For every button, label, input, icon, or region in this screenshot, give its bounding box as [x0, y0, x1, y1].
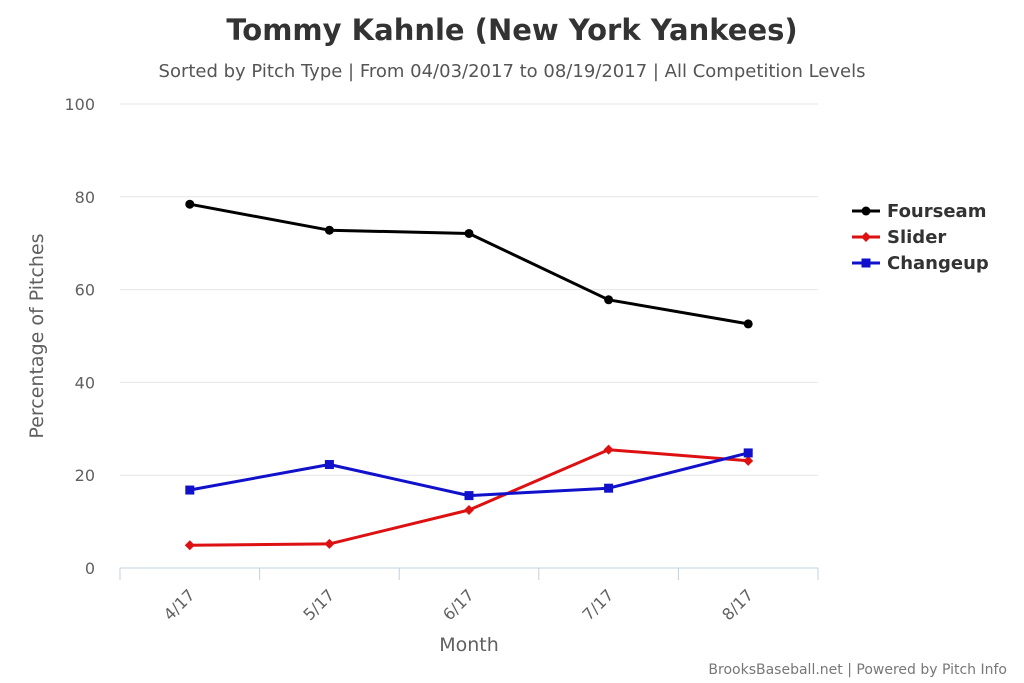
x-tick-label: 4/17 — [160, 585, 199, 624]
legend-marker[interactable] — [861, 258, 871, 268]
series-line — [189, 202, 749, 326]
data-point[interactable] — [464, 228, 474, 238]
series — [184, 199, 754, 551]
data-point[interactable] — [464, 505, 474, 515]
y-axis-title: Percentage of Pitches — [26, 233, 48, 438]
x-tick-label: 8/17 — [718, 585, 757, 624]
y-tick-label: 0 — [85, 559, 95, 578]
data-point[interactable] — [743, 319, 753, 329]
series-fourseam — [185, 199, 753, 329]
x-axis-title: Month — [439, 634, 499, 656]
series-slider — [184, 444, 754, 551]
legend-label: Changeup — [887, 253, 989, 274]
grid — [120, 103, 818, 476]
y-axis-ticks: 0 20 40 60 80 100 — [64, 95, 95, 578]
y-tick-label: 60 — [75, 281, 95, 300]
data-point[interactable] — [185, 199, 195, 209]
data-point[interactable] — [324, 225, 334, 235]
x-tick-label: 5/17 — [299, 585, 338, 624]
legend-marker[interactable] — [861, 206, 871, 216]
data-point[interactable] — [185, 485, 195, 495]
data-point[interactable] — [324, 538, 335, 549]
x-tick-label: 6/17 — [439, 585, 478, 624]
legend-item-fourseam[interactable]: Fourseam — [852, 201, 986, 222]
x-tick-label: 7/17 — [579, 585, 618, 624]
credits[interactable]: BrooksBaseball.net | Powered by Pitch In… — [708, 662, 1007, 678]
data-point[interactable] — [324, 460, 334, 470]
y-tick-label: 20 — [75, 466, 95, 485]
series-line — [189, 451, 749, 498]
chart-subtitle: Sorted by Pitch Type | From 04/03/2017 t… — [159, 61, 866, 82]
data-point[interactable] — [743, 448, 753, 458]
data-point[interactable] — [604, 483, 614, 493]
data-point[interactable] — [743, 455, 754, 466]
legend-label: Slider — [887, 227, 946, 248]
legend-item-changeup[interactable]: Changeup — [852, 253, 989, 274]
legend[interactable]: Fourseam Slider Changeup — [852, 201, 989, 274]
data-point[interactable] — [604, 295, 614, 305]
x-axis-ticks: 4/17 5/17 6/17 7/17 8/17 — [119, 568, 819, 624]
chart-title: Tommy Kahnle (New York Yankees) — [226, 13, 797, 47]
legend-label: Fourseam — [887, 201, 986, 222]
data-point[interactable] — [464, 491, 474, 501]
data-point[interactable] — [184, 540, 195, 551]
y-tick-label: 80 — [75, 188, 95, 207]
data-point[interactable] — [603, 444, 614, 455]
series-changeup — [185, 448, 753, 501]
legend-marker[interactable] — [861, 232, 871, 242]
y-tick-label: 40 — [75, 373, 95, 392]
y-tick-label: 100 — [64, 95, 95, 114]
legend-item-slider[interactable]: Slider — [852, 227, 946, 248]
